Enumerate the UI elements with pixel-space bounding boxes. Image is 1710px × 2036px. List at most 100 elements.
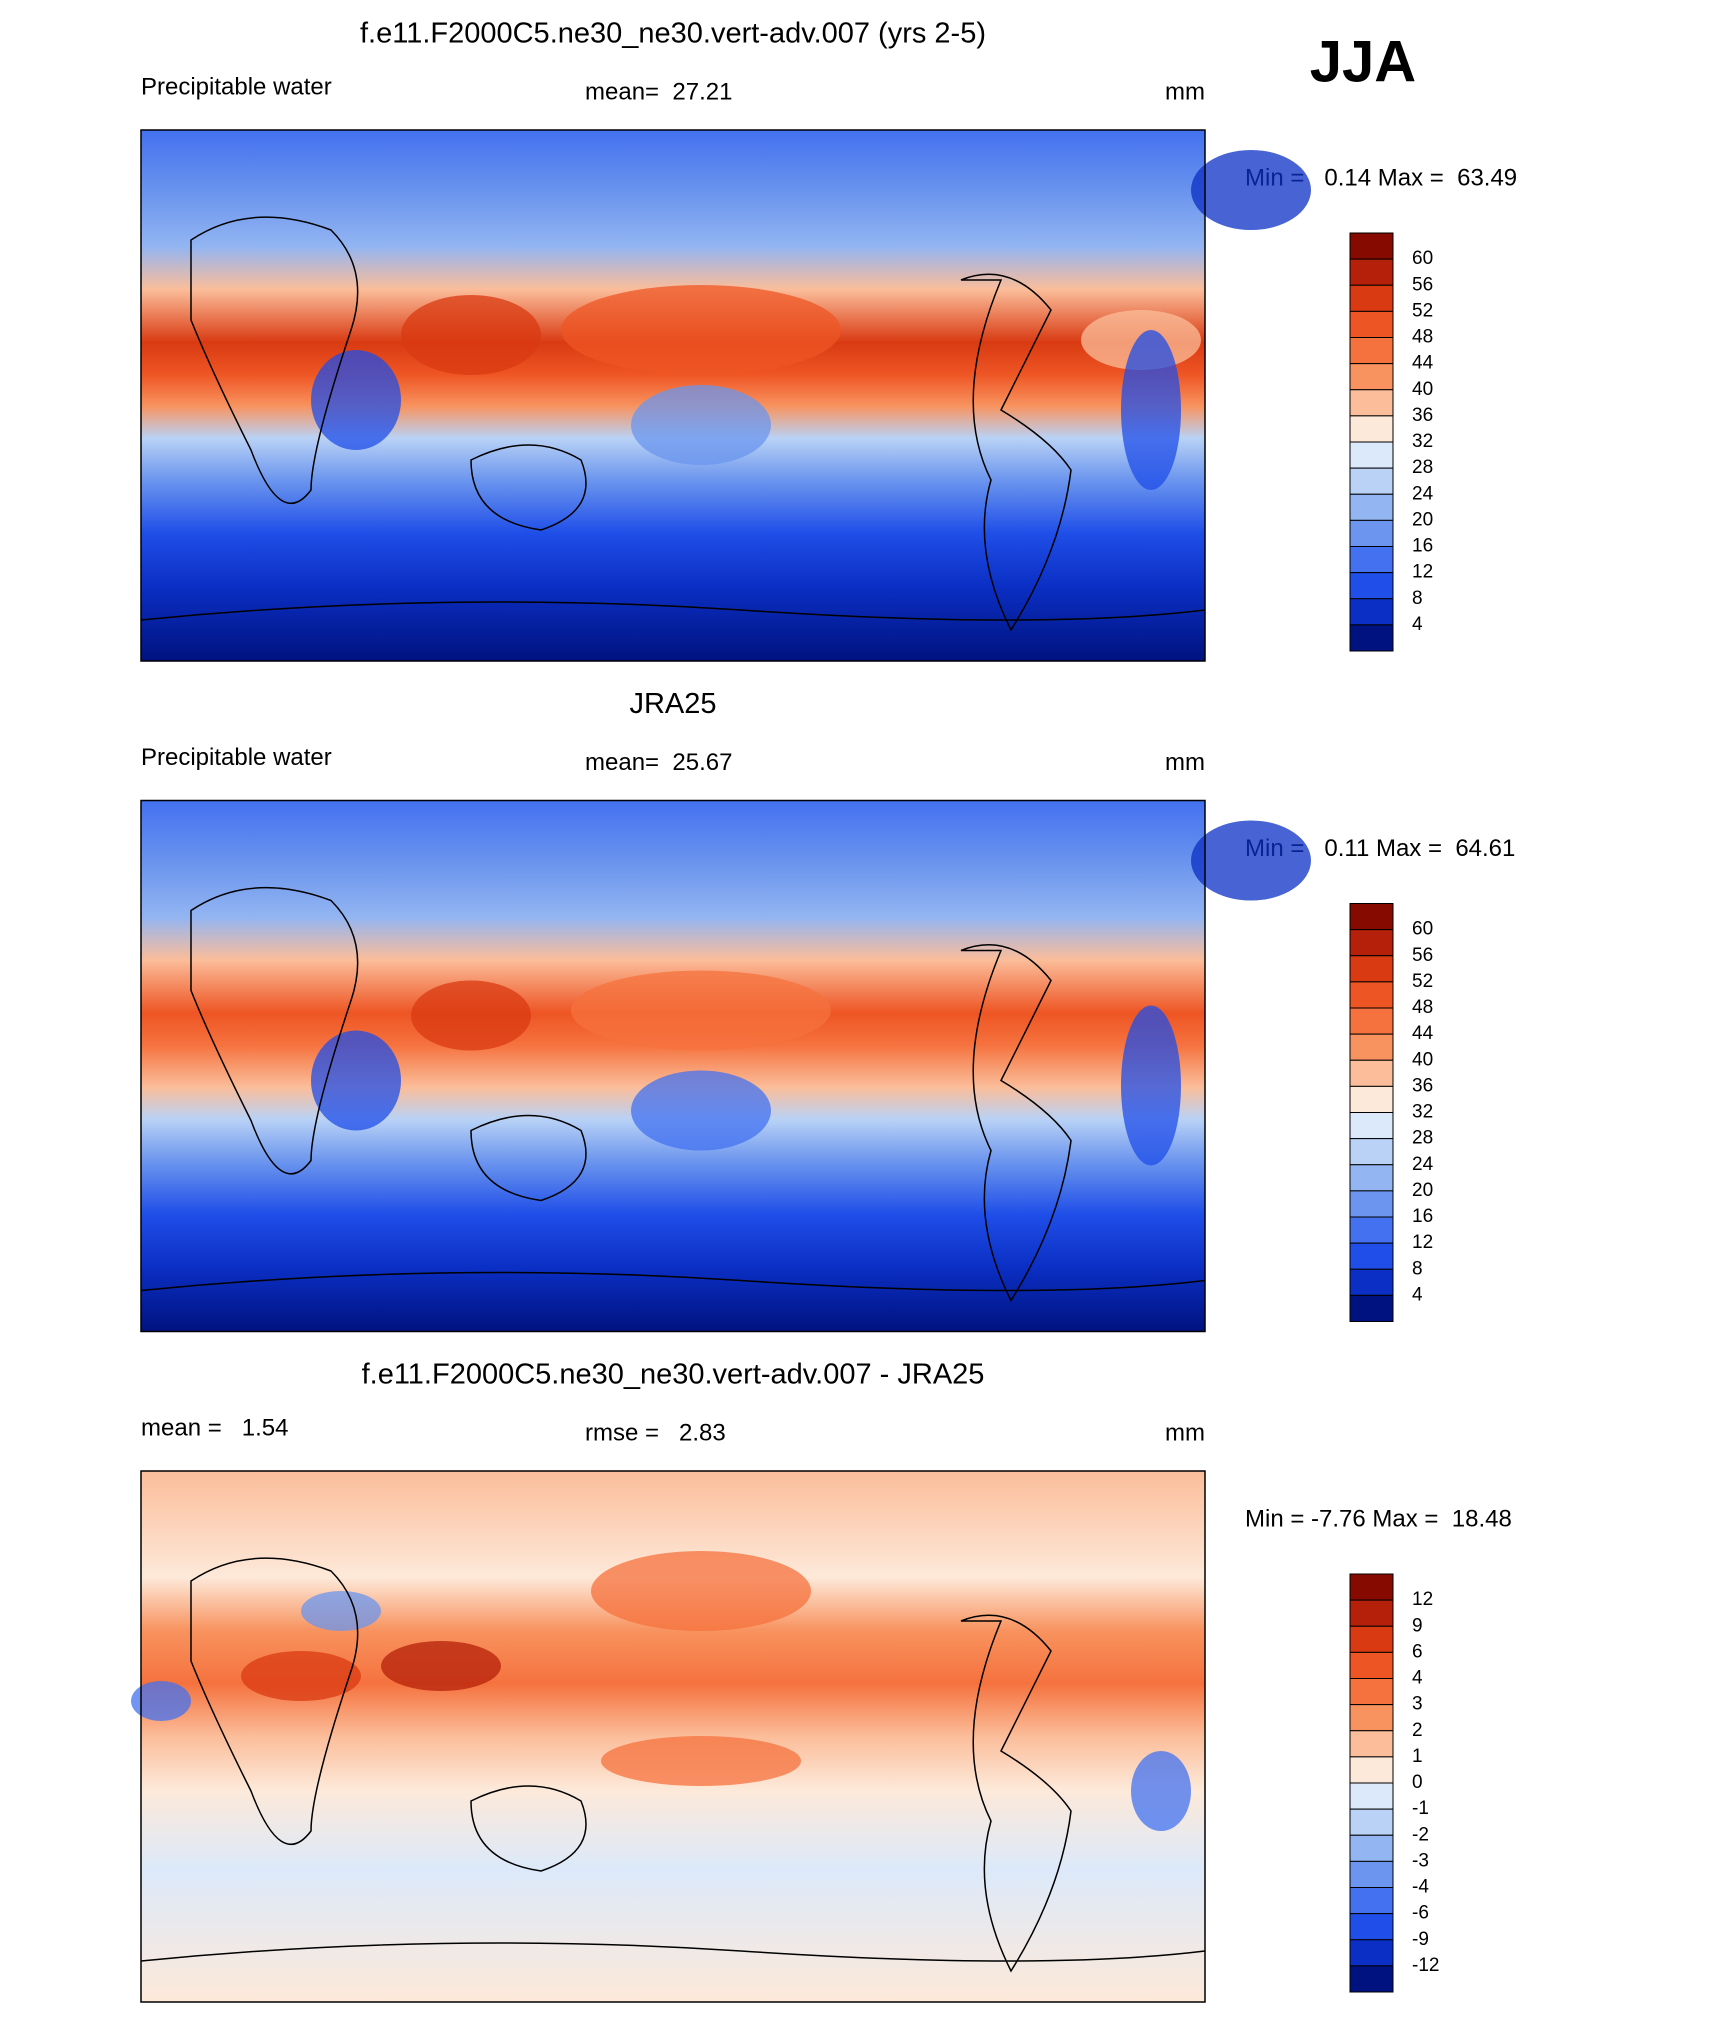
colorbar-label: 60 — [1412, 919, 1433, 940]
colorbar-label: -9 — [1412, 1929, 1429, 1950]
map-feature — [401, 295, 541, 375]
colorbar-box — [1349, 1625, 1394, 1653]
colorbar-label: 36 — [1412, 405, 1433, 426]
colorbar-box — [1349, 1190, 1394, 1218]
colorbar-label: 4 — [1412, 1668, 1423, 1689]
colorbar-box — [1349, 1294, 1394, 1322]
colorbar-label: 60 — [1412, 248, 1433, 269]
map-feature — [631, 1070, 771, 1151]
colorbar-label: 12 — [1412, 562, 1433, 583]
colorbar-label: 9 — [1412, 1615, 1423, 1636]
colorbar-label: 40 — [1412, 379, 1433, 400]
colorbar-box — [1349, 1756, 1394, 1784]
colorbar-box — [1349, 415, 1394, 443]
colorbar-box — [1349, 519, 1394, 547]
colorbar-box — [1349, 1860, 1394, 1888]
colorbar-label: 16 — [1412, 1206, 1433, 1227]
colorbar-label: 32 — [1412, 431, 1433, 452]
colorbar-box — [1349, 546, 1394, 574]
colorbar-label: 28 — [1412, 1128, 1433, 1149]
colorbar-box — [1349, 284, 1394, 312]
map-feature — [631, 385, 771, 465]
map-feature — [241, 1651, 361, 1701]
colorbar-box — [1349, 1887, 1394, 1915]
map-feature — [591, 1551, 811, 1631]
colorbar-box — [1349, 624, 1394, 652]
colorbar-box — [1349, 310, 1394, 338]
colorbar-label: 8 — [1412, 588, 1423, 609]
map-feature — [311, 1030, 401, 1131]
map-feature — [1191, 820, 1311, 901]
colorbar-box — [1349, 258, 1394, 286]
map-field — [141, 1471, 1205, 2002]
colorbar-label: 3 — [1412, 1694, 1423, 1715]
colorbar-box — [1349, 572, 1394, 600]
colorbar-label: 12 — [1412, 1589, 1433, 1610]
colorbar-box — [1349, 1216, 1394, 1244]
colorbar-label: 24 — [1412, 1154, 1434, 1175]
coastline — [140, 1557, 1206, 1973]
colorbar-label: 48 — [1412, 327, 1433, 348]
map-feature — [1131, 1751, 1191, 1831]
colorbar-label: 4 — [1412, 614, 1423, 635]
colorbar-label: 32 — [1412, 1102, 1433, 1123]
colorbar-box — [1349, 1678, 1394, 1706]
colorbar-label: 52 — [1412, 971, 1433, 992]
colorbar-label: 48 — [1412, 997, 1433, 1018]
map-feature — [571, 970, 831, 1051]
colorbar-label: -6 — [1412, 1903, 1429, 1924]
colorbar-box — [1349, 955, 1394, 983]
colorbar-box — [1349, 1651, 1394, 1679]
colorbar-box — [1349, 1730, 1394, 1758]
colorbar-label: 44 — [1412, 353, 1434, 374]
coastline — [140, 216, 1206, 632]
map-frame — [140, 129, 1206, 662]
colorbar-label: 56 — [1412, 274, 1433, 295]
units-label: mm — [1165, 78, 1205, 105]
colorbar-box — [1349, 1939, 1394, 1967]
map-feature — [411, 980, 531, 1051]
left-label: mean = 1.54 — [141, 1414, 288, 1441]
colorbar-box — [1349, 1112, 1394, 1140]
colorbar-box — [1349, 1033, 1394, 1061]
colorbar-box — [1349, 903, 1394, 931]
colorbar-label: -4 — [1412, 1877, 1429, 1898]
left-label: Precipitable water — [141, 73, 332, 100]
colorbar-label: -3 — [1412, 1850, 1429, 1871]
coastline — [140, 886, 1206, 1303]
map-feature — [131, 1681, 191, 1721]
panel-title: f.e11.F2000C5.ne30_ne30.vert-adv.007 - J… — [362, 1359, 985, 1391]
colorbar-box — [1349, 981, 1394, 1009]
colorbar-box — [1349, 389, 1394, 417]
map-feature — [301, 1591, 381, 1631]
colorbar-box — [1349, 1007, 1394, 1035]
colorbar-box — [1349, 1242, 1394, 1270]
colorbar-label: 1 — [1412, 1746, 1423, 1767]
colorbar-label: 36 — [1412, 1075, 1433, 1096]
colorbar-box — [1349, 467, 1394, 495]
colorbar-box — [1349, 337, 1394, 365]
colorbar-box — [1349, 1085, 1394, 1113]
colorbar-label: 16 — [1412, 536, 1433, 557]
map-field — [141, 800, 1205, 1332]
units-label: mm — [1165, 1419, 1205, 1446]
colorbar-label: 4 — [1412, 1284, 1423, 1305]
map-feature — [561, 285, 841, 375]
map-feature — [311, 350, 401, 450]
colorbar-box — [1349, 363, 1394, 391]
map-feature — [1121, 330, 1181, 490]
figure-title: JJA — [1310, 29, 1416, 94]
colorbar-box — [1349, 1268, 1394, 1296]
colorbar-box — [1349, 441, 1394, 469]
colorbar-box — [1349, 1704, 1394, 1732]
map-feature — [1191, 150, 1311, 230]
colorbar-box — [1349, 929, 1394, 957]
colorbar-box — [1349, 1599, 1394, 1627]
colorbar-label: -2 — [1412, 1824, 1429, 1845]
colorbar-box — [1349, 1782, 1394, 1810]
colorbar-label: 52 — [1412, 300, 1433, 321]
panel-title: f.e11.F2000C5.ne30_ne30.vert-adv.007 (yr… — [360, 18, 986, 50]
colorbar-box — [1349, 232, 1394, 260]
colorbar-box — [1349, 493, 1394, 521]
